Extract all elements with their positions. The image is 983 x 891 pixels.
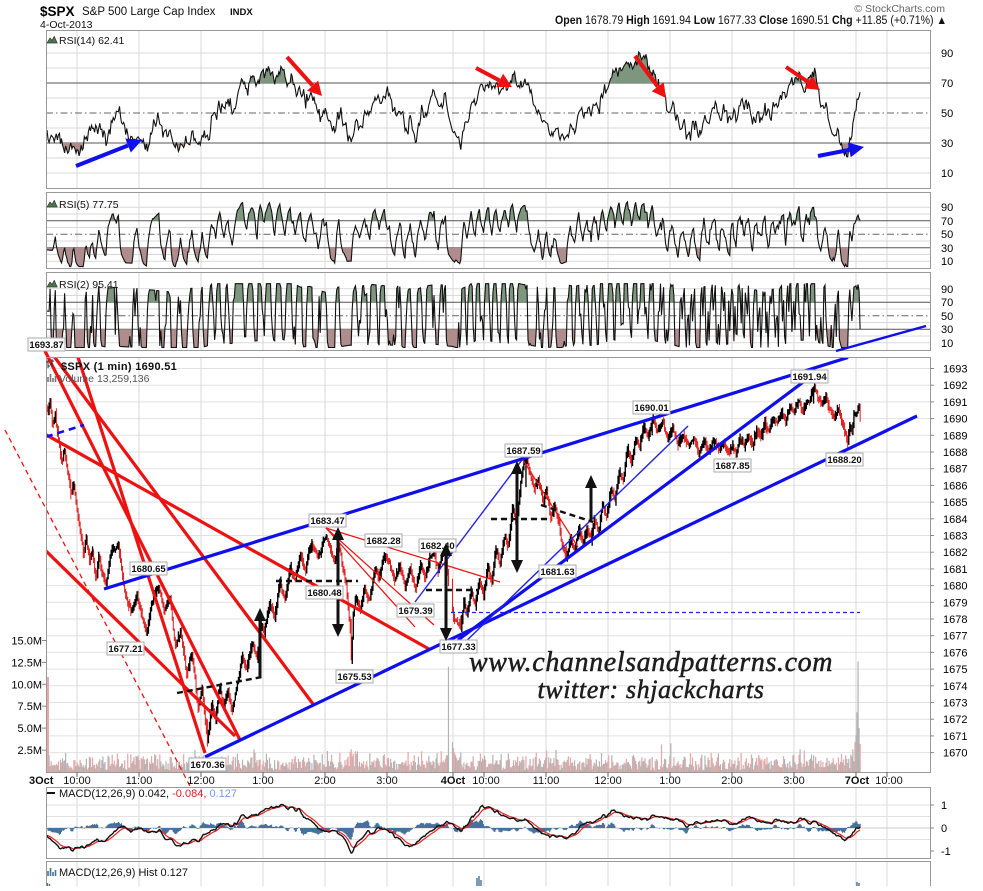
svg-text:1688: 1688: [943, 447, 967, 459]
svg-text:7Oct: 7Oct: [845, 775, 870, 787]
svg-text:1671: 1671: [943, 731, 967, 743]
svg-text:RSI(5) 77.75: RSI(5) 77.75: [59, 199, 119, 211]
svg-text:70: 70: [941, 78, 953, 90]
svg-text:1681.63: 1681.63: [540, 567, 574, 578]
svg-text:30: 30: [941, 243, 953, 255]
svg-text:1680.48: 1680.48: [307, 588, 341, 599]
svg-text:1:00: 1:00: [659, 775, 680, 787]
svg-text:1677: 1677: [943, 631, 967, 643]
svg-text:30: 30: [941, 324, 953, 336]
svg-text:1683: 1683: [943, 531, 967, 543]
svg-text:10: 10: [941, 338, 953, 350]
svg-text:1692: 1692: [943, 380, 967, 392]
svg-text:1679: 1679: [943, 597, 967, 609]
svg-text:90: 90: [941, 48, 953, 60]
svg-text:5.0M: 5.0M: [18, 723, 42, 735]
svg-text:7.5M: 7.5M: [18, 701, 42, 713]
svg-text:1687.59: 1687.59: [506, 446, 540, 457]
svg-text:1688.20: 1688.20: [827, 455, 861, 466]
svg-text:50: 50: [941, 108, 953, 120]
svg-text:1675: 1675: [943, 664, 967, 676]
svg-text:$SPX (1 min) 1690.51: $SPX (1 min) 1690.51: [61, 361, 177, 373]
svg-text:twitter: shjackcharts: twitter: shjackcharts: [537, 675, 764, 704]
svg-text:1679.39: 1679.39: [398, 606, 432, 617]
svg-text:12:00: 12:00: [594, 775, 622, 787]
svg-text:1682.28: 1682.28: [366, 536, 400, 547]
svg-text:1690: 1690: [943, 414, 967, 426]
svg-text:12.5M: 12.5M: [11, 657, 42, 669]
svg-text:RSI(2) 95.41: RSI(2) 95.41: [59, 279, 119, 291]
svg-text:1687.85: 1687.85: [715, 461, 750, 472]
svg-text:1: 1: [941, 800, 947, 812]
svg-text:1682.40: 1682.40: [420, 541, 454, 552]
svg-text:1690.01: 1690.01: [634, 403, 669, 414]
svg-text:3Oct: 3Oct: [29, 775, 54, 787]
svg-text:1684: 1684: [943, 514, 967, 526]
svg-text:11:00: 11:00: [126, 775, 153, 787]
svg-text:70: 70: [941, 216, 953, 228]
svg-text:3:00: 3:00: [783, 775, 804, 787]
svg-text:-1: -1: [941, 846, 951, 858]
svg-text:1678: 1678: [943, 614, 967, 626]
svg-text:1681: 1681: [943, 564, 967, 576]
svg-text:15.0M: 15.0M: [11, 636, 42, 648]
svg-text:1677.21: 1677.21: [108, 644, 143, 655]
svg-text:2:00: 2:00: [721, 775, 742, 787]
svg-text:1687: 1687: [943, 464, 967, 476]
svg-text:INDX: INDX: [230, 7, 253, 18]
svg-text:1693: 1693: [943, 364, 967, 376]
svg-text:10:00: 10:00: [63, 775, 91, 787]
svg-text:1673: 1673: [943, 698, 967, 710]
svg-text:1:00: 1:00: [252, 775, 273, 787]
svg-text:1682: 1682: [943, 547, 967, 559]
svg-text:10: 10: [941, 168, 953, 180]
svg-text:1672: 1672: [943, 714, 967, 726]
svg-text:1691.94: 1691.94: [792, 372, 827, 383]
svg-text:1680: 1680: [943, 581, 967, 593]
svg-text:1670.36: 1670.36: [190, 760, 224, 771]
svg-text:2:00: 2:00: [314, 775, 335, 787]
svg-text:1676: 1676: [943, 647, 967, 659]
svg-text:50: 50: [941, 311, 953, 323]
svg-text:1689: 1689: [943, 430, 967, 442]
svg-text:MACD(12,26,9) 0.042, -0.084, 0: MACD(12,26,9) 0.042, -0.084, 0.127: [59, 788, 237, 800]
svg-text:12:00: 12:00: [187, 775, 215, 787]
svg-text:1683.47: 1683.47: [310, 516, 344, 527]
svg-text:1691: 1691: [943, 397, 967, 409]
svg-text:1670: 1670: [943, 748, 967, 760]
svg-text:S&P 500 Large Cap Index: S&P 500 Large Cap Index: [82, 6, 216, 18]
svg-text:90: 90: [941, 284, 953, 296]
svg-text:1693.87: 1693.87: [29, 340, 63, 351]
svg-text:3:00: 3:00: [376, 775, 397, 787]
svg-text:MACD(12,26,9) Hist 0.127: MACD(12,26,9) Hist 0.127: [59, 867, 188, 879]
svg-text:Open 1678.79 High 1691.94 Low: Open 1678.79 High 1691.94 Low 1677.33 Cl…: [555, 15, 947, 27]
svg-text:10: 10: [941, 256, 953, 268]
svg-text:$SPX: $SPX: [40, 4, 75, 19]
svg-text:1680.65: 1680.65: [131, 564, 166, 575]
svg-text:2.5M: 2.5M: [18, 745, 42, 757]
svg-text:www.channelsandpatterns.com: www.channelsandpatterns.com: [469, 647, 833, 678]
svg-text:1675.53: 1675.53: [337, 672, 371, 683]
svg-text:1677.33: 1677.33: [441, 642, 475, 653]
svg-text:4Oct: 4Oct: [441, 775, 466, 787]
svg-text:10:00: 10:00: [472, 775, 500, 787]
svg-text:10.0M: 10.0M: [11, 679, 42, 691]
svg-text:10:00: 10:00: [875, 775, 903, 787]
svg-text:70: 70: [941, 297, 953, 309]
svg-text:1686: 1686: [943, 480, 967, 492]
svg-text:4-Oct-2013: 4-Oct-2013: [40, 19, 93, 31]
svg-text:© StockCharts.com: © StockCharts.com: [854, 3, 945, 15]
svg-text:50: 50: [941, 229, 953, 241]
svg-text:0: 0: [941, 823, 947, 835]
svg-text:30: 30: [941, 138, 953, 150]
svg-text:11:00: 11:00: [533, 775, 560, 787]
svg-text:RSI(14) 62.41: RSI(14) 62.41: [59, 35, 125, 47]
svg-text:1685: 1685: [943, 497, 967, 509]
svg-text:Volume 13,259,136: Volume 13,259,136: [59, 373, 150, 385]
svg-text:90: 90: [941, 202, 953, 214]
svg-text:1674: 1674: [943, 681, 967, 693]
